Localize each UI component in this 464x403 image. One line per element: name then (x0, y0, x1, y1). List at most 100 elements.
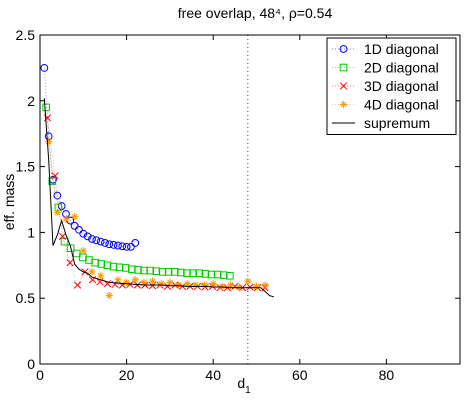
data-point (114, 276, 122, 284)
data-point (96, 278, 104, 286)
data-point (183, 280, 191, 288)
data-point (244, 277, 252, 285)
data-point (246, 283, 254, 291)
data-point (62, 215, 70, 223)
data-point (114, 241, 122, 250)
data-point (226, 281, 235, 289)
series-connector (47, 117, 265, 289)
data-point (81, 268, 89, 276)
data-point (118, 242, 127, 251)
series-4d-diagonal (45, 137, 269, 300)
legend-marker (339, 45, 348, 53)
data-point (209, 280, 217, 288)
y-tick-label: 2.5 (16, 27, 36, 43)
legend: 1D diagonal 2D diagonal 3D diagonal 4D diag… (326, 37, 457, 135)
legend-label: 4D diagonal (364, 97, 439, 113)
legend-entry: 2D diagonal (332, 60, 439, 76)
y-axis-label: eff. mass (1, 174, 17, 231)
data-point (92, 236, 101, 245)
data-point (122, 278, 131, 287)
data-point (105, 291, 113, 300)
data-point (66, 259, 74, 267)
plot-area (40, 35, 274, 364)
data-point (73, 281, 82, 289)
data-point (53, 209, 61, 217)
data-point (42, 103, 50, 112)
plot-frame (39, 34, 461, 365)
data-point (252, 282, 261, 290)
series-connector (45, 107, 230, 277)
data-point (218, 282, 226, 290)
data-point (71, 213, 79, 221)
legend-marker (339, 63, 348, 72)
data-point (122, 242, 131, 251)
data-point (174, 281, 183, 289)
legend-marker (339, 82, 348, 90)
series-1d-diagonal (40, 64, 140, 251)
data-point (83, 232, 92, 241)
y-tick-label: 2 (27, 93, 35, 109)
x-axis-label-main: d (237, 375, 245, 391)
data-point (131, 239, 140, 247)
legend-label: 2D diagonal (364, 60, 439, 76)
x-tick-label: 0 (36, 367, 44, 383)
series-line (43, 98, 274, 298)
data-point (157, 280, 165, 288)
chart-title: free overlap, 48⁴, ρ=0.54 (178, 5, 333, 21)
data-point (131, 276, 139, 284)
data-point (97, 272, 105, 280)
series-connector (44, 67, 136, 248)
series-3d-diagonal (43, 114, 269, 292)
legend-entry: 4D diagonal (332, 97, 439, 113)
x-axis-label-subscript: 1 (245, 385, 251, 396)
series-2d-diagonal (42, 103, 234, 280)
y-tick-label: 0.5 (16, 290, 36, 306)
legend-entry: 3D diagonal (332, 78, 439, 94)
data-point (79, 247, 87, 255)
data-point (53, 191, 62, 200)
data-point (127, 242, 135, 251)
data-point (140, 278, 148, 287)
legend-entry: supremum (332, 115, 430, 131)
data-point (66, 244, 75, 252)
data-point (101, 239, 109, 247)
data-point (109, 241, 118, 249)
data-point (105, 240, 114, 249)
legend-label: 3D diagonal (364, 78, 439, 94)
data-point (111, 280, 119, 289)
data-point (75, 225, 83, 234)
y-tick-label: 1.5 (16, 159, 36, 175)
data-point (72, 249, 81, 258)
x-axis-label: d1 (237, 375, 251, 396)
y-tick-label: 1 (27, 224, 35, 240)
data-point (70, 221, 79, 230)
legend-label: supremum (364, 115, 430, 131)
legend-entry: 1D diagonal (332, 41, 439, 57)
data-point (79, 229, 88, 238)
data-point (148, 277, 157, 285)
data-point (261, 281, 269, 289)
data-point (58, 232, 67, 241)
x-tick-label: 80 (379, 367, 395, 383)
y-tick-label: 0 (27, 356, 35, 372)
x-tick-label: 20 (119, 367, 135, 383)
legend-marker (339, 100, 348, 109)
data-point (88, 268, 96, 276)
data-point (226, 272, 234, 280)
x-tick-label: 40 (205, 367, 221, 383)
data-point (192, 281, 200, 289)
data-point (40, 64, 49, 72)
x-tick-label: 60 (292, 367, 308, 383)
data-point (200, 281, 209, 289)
axes: 0 20 40 60 80 0 0.5 1 1.5 2 2.5 (16, 27, 461, 383)
data-point (45, 137, 53, 146)
data-point (88, 235, 96, 243)
data-point (54, 203, 63, 212)
series-supremum (43, 98, 274, 298)
legend-box (326, 37, 457, 135)
data-point (166, 278, 174, 287)
legend-label: 1D diagonal (364, 41, 439, 57)
data-point (96, 237, 105, 246)
data-point (51, 172, 59, 180)
